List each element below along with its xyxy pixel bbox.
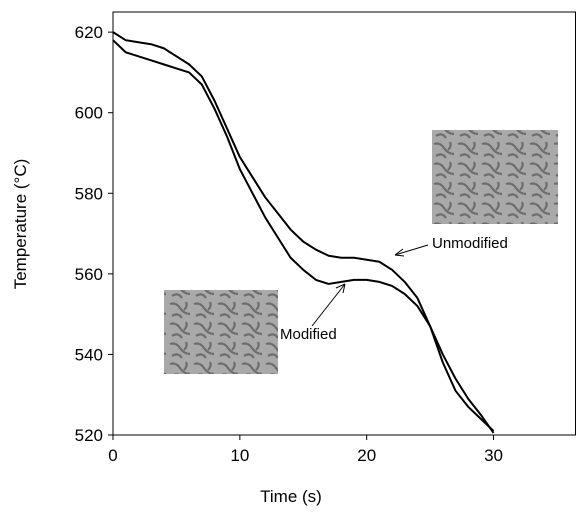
x-tick-label: 10 (230, 446, 249, 465)
annotation-modified: Modified (280, 326, 337, 343)
x-tick-label: 0 (108, 446, 117, 465)
x-tick-label: 30 (484, 446, 503, 465)
micrograph-unmodified (432, 130, 558, 224)
series-line (112, 39, 495, 434)
y-tick-label: 620 (75, 23, 103, 42)
y-tick-label: 580 (75, 184, 103, 203)
x-tick-label: 20 (357, 446, 376, 465)
y-tick-label: 600 (75, 104, 103, 123)
x-axis-label: Time (s) (260, 487, 322, 506)
y-tick-label: 520 (75, 426, 103, 445)
y-tick-label: 560 (75, 265, 103, 284)
annotation-unmodified: Unmodified (432, 235, 508, 252)
annotation-arrows (311, 244, 429, 327)
y-axis-label: Temperature (°C) (11, 159, 30, 290)
y-tick-label: 540 (75, 345, 103, 364)
micrograph-modified (164, 290, 278, 374)
